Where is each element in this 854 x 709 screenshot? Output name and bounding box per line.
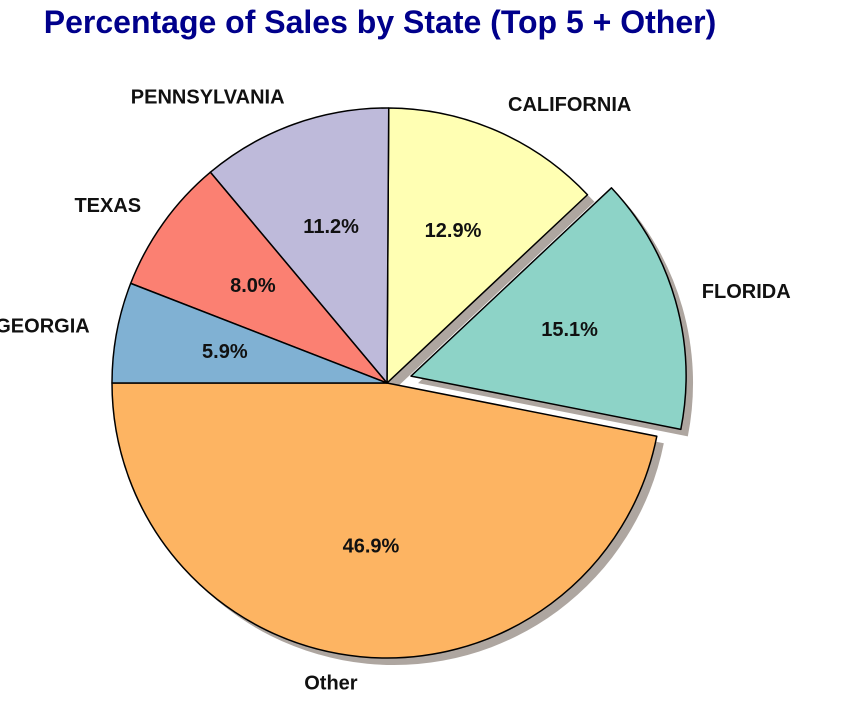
slice-label-florida: FLORIDA — [702, 281, 791, 303]
slice-percent-pennsylvania: 11.2% — [303, 216, 359, 238]
slice-percent-georgia: 5.9% — [202, 341, 248, 363]
slice-label-pennsylvania: PENNSYLVANIA — [131, 87, 285, 109]
slice-other — [111, 382, 658, 659]
slice-label-georgia: GEORGIA — [0, 316, 90, 338]
slice-percent-california: 12.9% — [425, 220, 482, 242]
slice-texas — [129, 171, 388, 384]
slice-label-california: CALIFORNIA — [508, 94, 631, 116]
slice-pennsylvania — [209, 107, 390, 384]
slice-percent-texas: 8.0% — [230, 275, 276, 297]
slice-percent-florida: 15.1% — [541, 319, 598, 341]
slice-percent-other: 46.9% — [343, 535, 400, 557]
slice-california — [386, 107, 589, 384]
slice-georgia — [111, 282, 388, 384]
chart-title: Percentage of Sales by State (Top 5 + Ot… — [43, 4, 717, 40]
slice-florida — [410, 187, 687, 431]
slice-label-texas: TEXAS — [74, 195, 141, 217]
pie-slices — [111, 107, 687, 659]
slice-label-other: Other — [304, 672, 358, 694]
pie-labels: Other 46.9% FLORIDA 15.1% CALIFORNIA 12.9% PEN… — [0, 87, 791, 695]
